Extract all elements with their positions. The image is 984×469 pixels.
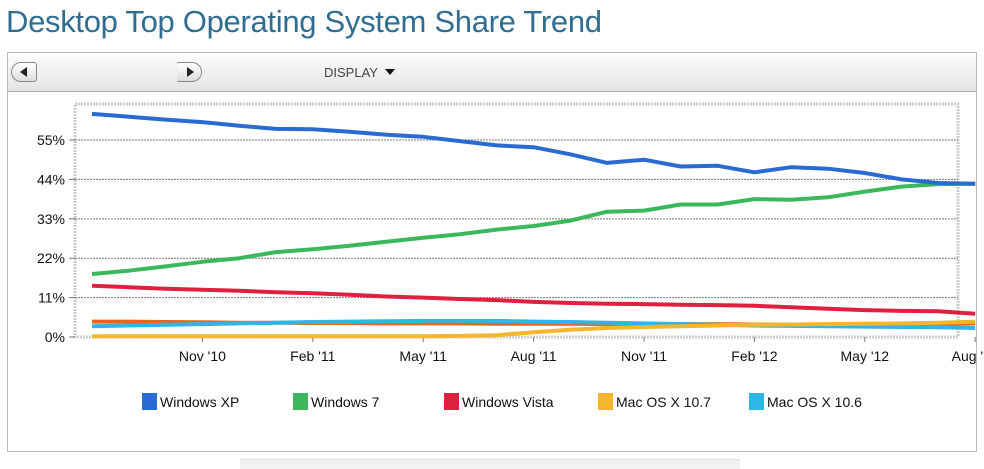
legend-label: Mac OS X 10.6 <box>767 394 862 410</box>
series-line <box>91 318 976 330</box>
y-tick-label: 0% <box>45 329 65 345</box>
caret-down-icon <box>384 69 395 75</box>
x-tick-label: Aug '11 <box>511 348 557 364</box>
x-tick-label: Nov '11 <box>621 348 667 364</box>
series-line <box>91 181 976 276</box>
previous-button[interactable] <box>11 62 37 82</box>
x-tick-label: Feb '12 <box>731 348 777 364</box>
series-line <box>91 283 976 316</box>
chart-toolbar: DISPLAY <box>8 53 976 92</box>
legend-swatch <box>749 393 764 410</box>
legend-swatch <box>598 393 613 410</box>
y-tick-label: 11% <box>38 290 65 306</box>
plot-frame <box>73 102 960 339</box>
x-tick-label: Nov '10 <box>179 348 226 364</box>
x-tick-label: Feb '11 <box>290 348 335 364</box>
next-button[interactable] <box>176 62 202 82</box>
x-tick-label: May '12 <box>841 348 890 364</box>
legend-swatch <box>444 393 459 410</box>
series-line <box>92 319 976 339</box>
arrow-left-icon <box>20 67 27 77</box>
arrow-right-icon <box>187 67 194 77</box>
page-title: Desktop Top Operating System Share Trend <box>6 4 602 39</box>
y-tick-label: 44% <box>37 171 65 187</box>
legend-label: Windows XP <box>160 394 239 410</box>
series-line <box>91 111 976 186</box>
y-tick-label: 55% <box>37 132 65 148</box>
x-tick-label: May '11 <box>399 348 447 364</box>
bottom-scroll-area <box>240 459 740 469</box>
y-tick-label: 22% <box>37 250 65 266</box>
legend-swatch <box>293 393 308 410</box>
x-tick-label: Aug '12 <box>952 348 984 364</box>
y-tick-label: 33% <box>37 211 65 227</box>
legend-swatch <box>142 393 157 410</box>
display-label: DISPLAY <box>324 65 378 80</box>
display-dropdown[interactable]: DISPLAY <box>324 65 395 80</box>
legend-label: Windows 7 <box>311 394 380 410</box>
legend-label: Mac OS X 10.7 <box>616 394 711 410</box>
legend-label: Windows Vista <box>462 394 554 410</box>
